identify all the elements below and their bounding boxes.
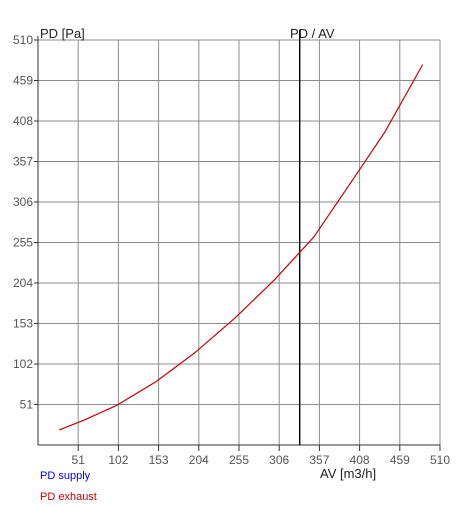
y-tick-label: 51 — [20, 398, 34, 412]
series-line-pd-exhaust — [59, 64, 424, 431]
y-tick-label: 306 — [13, 195, 33, 209]
legend-supply-label: PD supply — [40, 470, 91, 482]
x-tick-label: 102 — [108, 453, 128, 467]
y-tick-label: 204 — [13, 276, 33, 290]
ticks: 51 102 153 204 255 306 357 408 459 510 51 102 153 204… — [13, 33, 450, 467]
grid — [38, 39, 441, 445]
x-tick-label: 357 — [309, 453, 329, 467]
x-tick-label: 459 — [390, 453, 410, 467]
chart-title: PD / AV — [290, 26, 335, 41]
y-tick-label: 255 — [13, 236, 33, 250]
legend-exhaust: PD exhaust — [40, 491, 97, 503]
x-tick-label: 255 — [229, 453, 249, 467]
y-tick-label: 102 — [13, 357, 33, 371]
legend-supply: PD supply — [40, 470, 90, 482]
y-tick-label: 153 — [13, 317, 33, 331]
y-tick-label: 357 — [13, 155, 33, 169]
y-tick-label: 510 — [13, 33, 33, 47]
x-axis-title: AV [m3/h] — [320, 466, 376, 481]
y-tick-label: 408 — [13, 114, 33, 128]
y-axis-title: PD [Pa] — [40, 26, 85, 41]
series-group — [59, 64, 424, 431]
x-tick-label: 51 — [72, 453, 86, 467]
x-tick-label: 204 — [189, 453, 209, 467]
x-tick-label: 153 — [149, 453, 169, 467]
y-tick-label: 459 — [13, 74, 33, 88]
x-tick-label: 306 — [269, 453, 289, 467]
legend-exhaust-label: PD exhaust — [40, 491, 97, 503]
x-tick-label: 510 — [430, 453, 450, 467]
x-tick-label: 408 — [350, 453, 370, 467]
